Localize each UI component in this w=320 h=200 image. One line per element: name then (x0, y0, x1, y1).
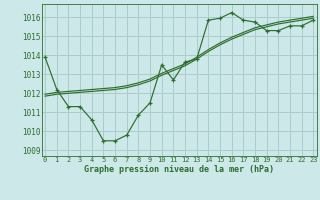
X-axis label: Graphe pression niveau de la mer (hPa): Graphe pression niveau de la mer (hPa) (84, 165, 274, 174)
